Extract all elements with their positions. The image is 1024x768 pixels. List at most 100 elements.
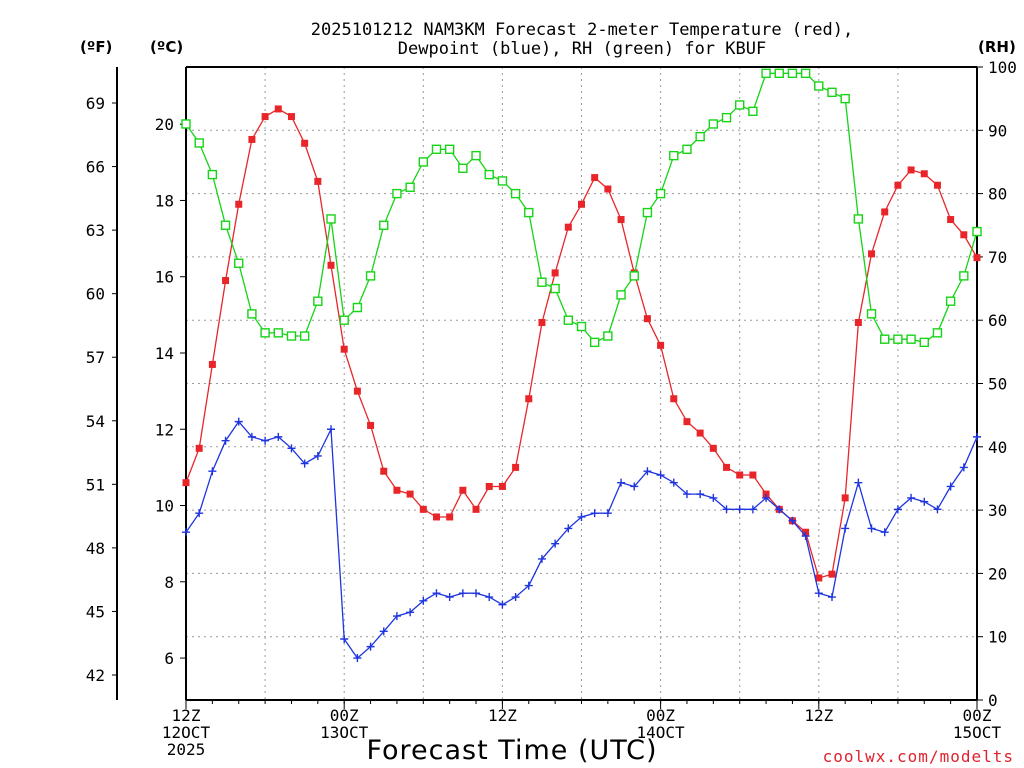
temperature-point [973,254,981,262]
celsius-tick-label: 16 [155,268,174,287]
temperature-point [340,345,348,353]
dewpoint-point [379,627,388,636]
dewpoint-point [551,539,560,548]
dewpoint-point [735,505,744,514]
rh-point [260,328,270,338]
rh-point [431,144,442,154]
temperature-point [894,181,902,189]
rh-point [220,220,231,230]
temperature-point [380,467,388,475]
rh-tick-label: 20 [988,564,1007,583]
temperature-point [683,418,691,426]
rh-point [774,68,784,79]
temperature-point [485,482,493,490]
temperature-point [353,387,361,395]
dewpoint-point [880,528,889,537]
rh-point [563,315,574,325]
rh-point [510,188,521,199]
dewpoint-point [801,532,810,541]
temperature-point [314,177,322,185]
rh-point [365,271,376,281]
fahrenheit-tick-label: 63 [86,221,105,240]
celsius-tick-label: 14 [155,344,174,363]
dewpoint-point [445,593,454,602]
temperature-point [670,395,678,403]
rh-point [761,68,771,79]
dewpoint-point [392,612,401,621]
temperature-point [182,479,190,487]
dewpoint-point [775,505,784,514]
dewpoint-point [261,436,270,445]
temperature-point [723,463,731,471]
rh-point [181,119,191,129]
temperature-point [287,113,295,121]
dewpoint-point [920,497,929,506]
temperature-point [643,315,651,323]
rh-point [866,309,877,319]
rh-tick-label: 70 [988,248,1007,267]
rh-tick-label: 30 [988,501,1007,520]
temperature-point [446,513,454,521]
rh-point [194,138,204,148]
chart-title-line-1: 2025101212 NAM3KM Forecast 2-meter Tempe… [311,20,853,40]
rh-point [299,331,310,341]
dewpoint-point [722,505,731,514]
rh-point [379,220,389,230]
chart-title-line-2: Dewpoint (blue), RH (green) for KBUF [398,39,766,59]
dewpoint-point [524,581,533,590]
rh-point [827,87,837,98]
temperature-point [274,105,282,113]
rh-point [735,100,745,110]
rh-point [234,258,244,268]
dewpoint-point [643,467,652,476]
dewpoint-point [419,596,428,605]
temperature-point [498,482,506,490]
temperature-point [578,200,585,208]
dewpoint-point [472,589,481,598]
rh-point [326,214,336,224]
x-tick-label: 12Z [804,706,833,725]
rh-point [458,163,468,173]
temperature-point [525,395,533,403]
dewpoint-point [617,478,626,487]
temperature-point [551,269,559,277]
rh-tick-label: 40 [988,438,1007,457]
temperature-point [736,471,744,479]
dewpoint-point [274,432,283,441]
rh-point [471,150,481,161]
rh-point [629,271,639,281]
celsius-tick-label: 12 [155,420,174,439]
temperature-point [960,231,968,239]
temperature-point [854,318,862,326]
fahrenheit-tick-label: 54 [86,412,105,431]
temperature-point [947,216,955,224]
rh-point [497,176,508,186]
temperature-point [432,513,440,521]
temperature-point [657,341,665,349]
dewpoint-point [432,589,441,598]
temperature-point [709,444,717,452]
rh-point [247,309,257,319]
rh-point [814,81,824,91]
temperature-point [261,113,269,121]
dewpoint-point [195,509,204,518]
text-layer: 6 8 10 12 14 16 18 20 42 45 48 51 54 57 60 63 66 69 0 10 20 3… [80,20,1017,766]
dewpoint-point [313,451,322,460]
x-tick-label: 14OCT [637,723,686,742]
fahrenheit-tick-label: 60 [86,285,105,304]
temperature-point [208,360,216,368]
credit-text: coolwx.com/modelts [823,747,1014,766]
rh-point [524,207,534,218]
rh-point [589,337,600,348]
rh-tick-label: 50 [988,375,1007,394]
fahrenheit-tick-label: 66 [86,158,105,177]
dewpoint-point [696,490,705,499]
temperature-point [327,261,335,269]
fahrenheit-tick-label: 57 [86,348,105,367]
axes [112,66,983,709]
dewpoint-point [247,432,256,441]
dewpoint-point [946,482,955,491]
rh-point [721,112,732,123]
rh-point [352,302,363,313]
